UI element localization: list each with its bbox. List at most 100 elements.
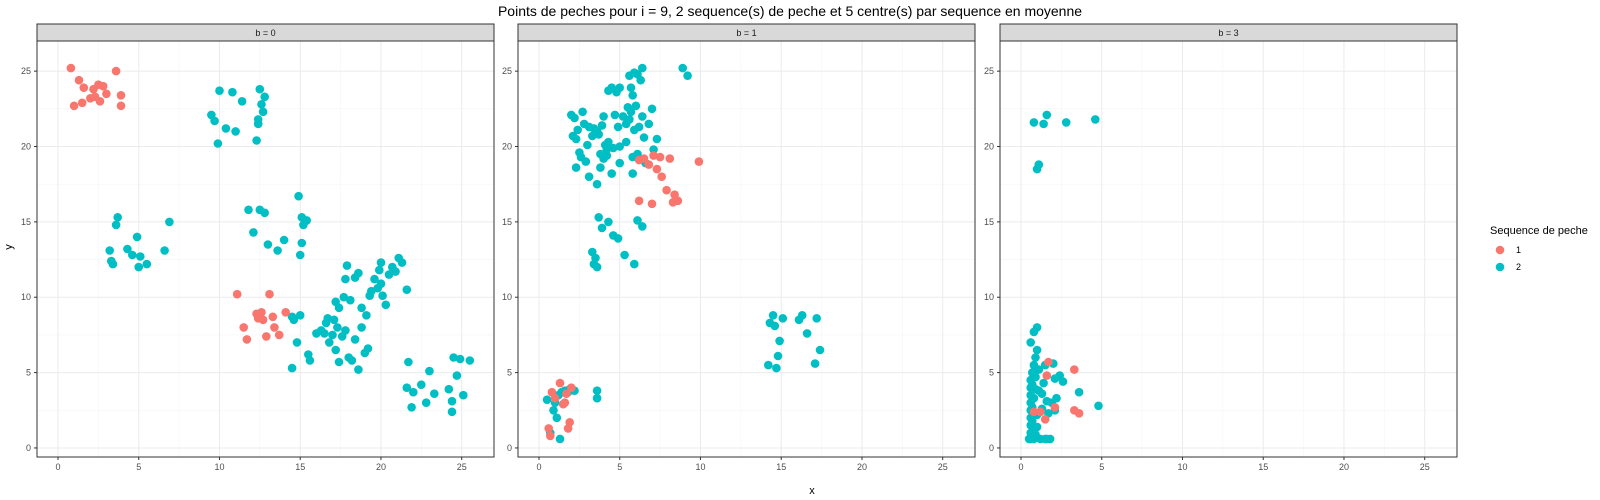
data-point — [328, 330, 337, 340]
legend-swatch — [1495, 262, 1505, 272]
x-tick-label: 25 — [457, 462, 467, 472]
y-tick-label: 15 — [502, 217, 512, 227]
data-point — [638, 222, 647, 231]
data-point — [331, 297, 341, 307]
data-point — [628, 91, 637, 100]
data-point — [425, 366, 434, 376]
data-point — [631, 101, 641, 111]
data-point — [339, 292, 349, 302]
data-point — [213, 139, 223, 148]
data-point — [1044, 357, 1053, 367]
data-point — [560, 398, 570, 408]
y-tick-label: 5 — [26, 368, 31, 378]
data-point — [638, 112, 647, 121]
data-point — [546, 431, 555, 441]
data-point — [652, 164, 662, 174]
data-point — [652, 134, 662, 144]
data-point — [102, 89, 111, 99]
data-point — [802, 329, 812, 338]
data-point — [626, 83, 636, 92]
data-point — [350, 335, 360, 344]
data-point — [237, 97, 247, 106]
data-point — [552, 413, 562, 423]
data-point — [604, 137, 613, 147]
data-point — [265, 289, 274, 299]
data-point — [1045, 434, 1055, 444]
y-tick-label: 15 — [984, 217, 994, 227]
data-point — [555, 434, 565, 444]
data-point — [1037, 389, 1047, 399]
facet-panels: b = 0 0 5 10 15 20 25 0 5 10 15 20 25 b = 1 0 5 10 15 20 25… — [21, 23, 1458, 472]
data-point — [260, 92, 270, 102]
data-point — [1032, 422, 1042, 432]
data-point — [621, 137, 631, 147]
data-point — [625, 115, 634, 124]
data-point — [252, 136, 261, 145]
data-point — [1026, 338, 1035, 347]
data-point — [367, 286, 376, 296]
data-point — [613, 234, 623, 243]
data-point — [242, 335, 252, 344]
data-point — [302, 216, 312, 225]
x-tick-label: 5 — [1099, 462, 1104, 472]
data-point — [407, 403, 416, 412]
data-point — [74, 75, 84, 85]
data-point — [281, 308, 291, 317]
data-point — [381, 300, 391, 310]
data-point — [597, 223, 607, 233]
data-point — [357, 303, 366, 313]
data-point — [455, 354, 465, 364]
data-point — [417, 380, 426, 390]
y-tick-label: 10 — [21, 292, 31, 302]
y-axis-title: y — [3, 244, 15, 250]
data-point — [116, 101, 126, 111]
data-point — [613, 122, 623, 132]
data-point — [255, 84, 265, 94]
data-point — [402, 383, 412, 393]
data-point — [1074, 387, 1084, 397]
data-point — [105, 246, 114, 255]
data-point — [594, 213, 603, 222]
data-point — [294, 191, 303, 201]
y-tick-label: 0 — [26, 443, 31, 453]
data-point — [136, 252, 145, 261]
data-point — [550, 393, 560, 403]
data-point — [602, 145, 612, 154]
data-point — [1029, 407, 1039, 417]
y-tick-label: 5 — [989, 368, 994, 378]
data-point — [570, 113, 579, 123]
data-point — [1040, 415, 1050, 424]
legend-title: Sequence de peche — [1490, 225, 1588, 237]
data-point — [465, 356, 475, 365]
data-point — [111, 66, 121, 76]
data-point — [66, 63, 76, 73]
data-point — [773, 351, 783, 361]
data-point — [77, 98, 87, 108]
data-point — [253, 115, 263, 124]
data-point — [644, 119, 654, 129]
facet-strip-label: b = 3 — [1218, 28, 1238, 38]
y-tick-label: 5 — [507, 368, 512, 378]
data-point — [305, 356, 315, 365]
data-point — [1032, 345, 1042, 355]
data-point — [354, 365, 363, 374]
data-point — [260, 208, 270, 218]
y-tick-label: 0 — [507, 443, 512, 453]
data-point — [132, 232, 142, 242]
data-point — [670, 190, 679, 199]
data-point — [1074, 409, 1084, 418]
data-point — [258, 107, 268, 117]
data-point — [562, 389, 571, 399]
data-point — [111, 220, 121, 230]
data-point — [375, 265, 384, 275]
data-point — [1042, 371, 1052, 380]
data-point — [449, 353, 458, 362]
facet-panel: b = 0 0 5 10 15 20 25 0 5 10 15 20 25 — [21, 23, 495, 472]
x-tick-label: 0 — [1018, 462, 1023, 472]
data-point — [1032, 323, 1042, 332]
data-point — [90, 92, 100, 102]
data-point — [397, 258, 407, 267]
data-point — [273, 246, 282, 255]
